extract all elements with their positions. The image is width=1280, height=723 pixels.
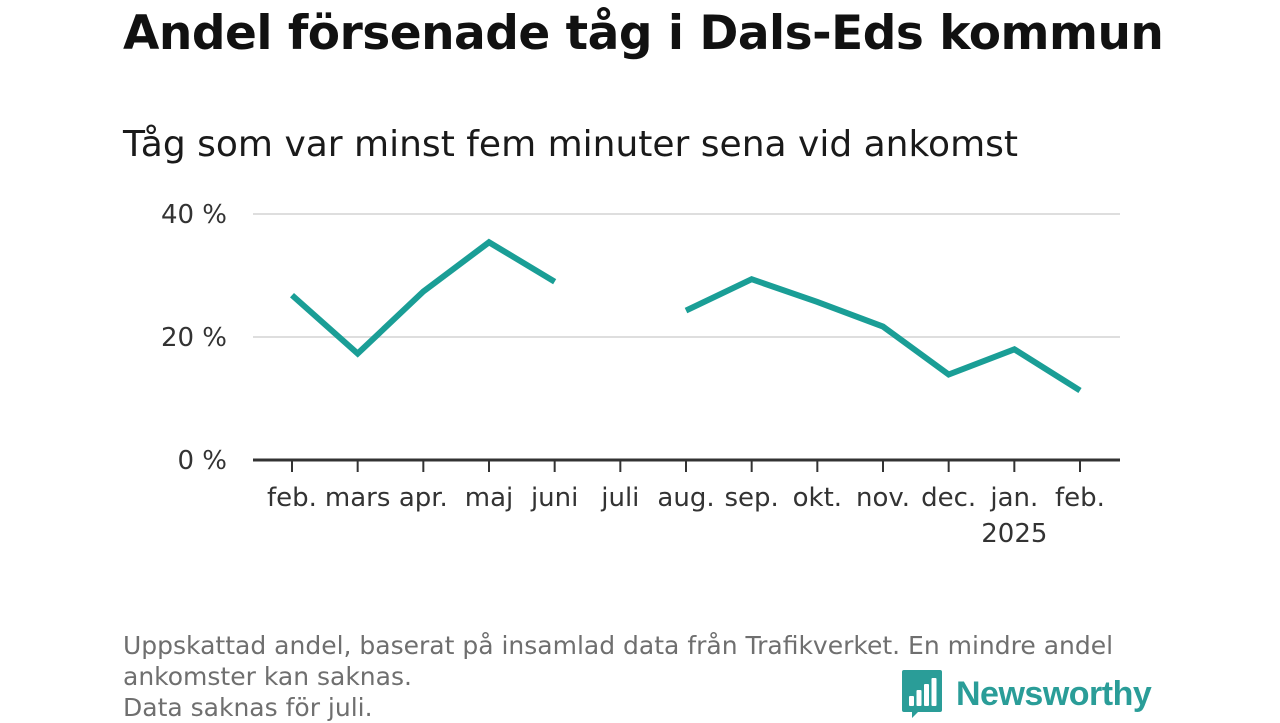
bar-chart-speech-bubble-icon xyxy=(902,670,942,718)
footnote-line-1: Uppskattad andel, baserat på insamlad da… xyxy=(123,630,1153,661)
gridlines xyxy=(253,214,1120,337)
x-tick-sublabel: 2025 xyxy=(981,519,1047,549)
series-line-segment xyxy=(686,279,1080,390)
y-tick-label: 40 % xyxy=(161,200,227,230)
x-tick-label: jan. xyxy=(989,483,1038,513)
chart-title: Andel försenade tåg i Dals-Eds kommun xyxy=(123,6,1163,61)
y-tick-label: 20 % xyxy=(161,323,227,353)
brand-name: Newsworthy xyxy=(956,675,1151,714)
y-tick-label: 0 % xyxy=(177,446,227,476)
x-tick-label: apr. xyxy=(399,483,448,513)
series-line xyxy=(292,242,1080,390)
x-tick-label: feb. xyxy=(1055,483,1105,513)
x-tick-label: sep. xyxy=(725,483,779,513)
x-tick-label: okt. xyxy=(793,483,842,513)
x-tick-label: feb. xyxy=(267,483,317,513)
newsworthy-logo: Newsworthy xyxy=(902,670,1151,718)
x-tick-label: mars xyxy=(325,483,391,513)
x-tick-label: dec. xyxy=(921,483,976,513)
x-axis xyxy=(253,460,1120,472)
x-tick-label: juni xyxy=(530,483,578,513)
x-tick-label: nov. xyxy=(856,483,910,513)
x-tick-label: maj xyxy=(465,483,513,513)
x-tick-label: juli xyxy=(600,483,639,513)
x-tick-label: aug. xyxy=(657,483,714,513)
chart-subtitle: Tåg som var minst fem minuter sena vid a… xyxy=(123,124,1018,165)
